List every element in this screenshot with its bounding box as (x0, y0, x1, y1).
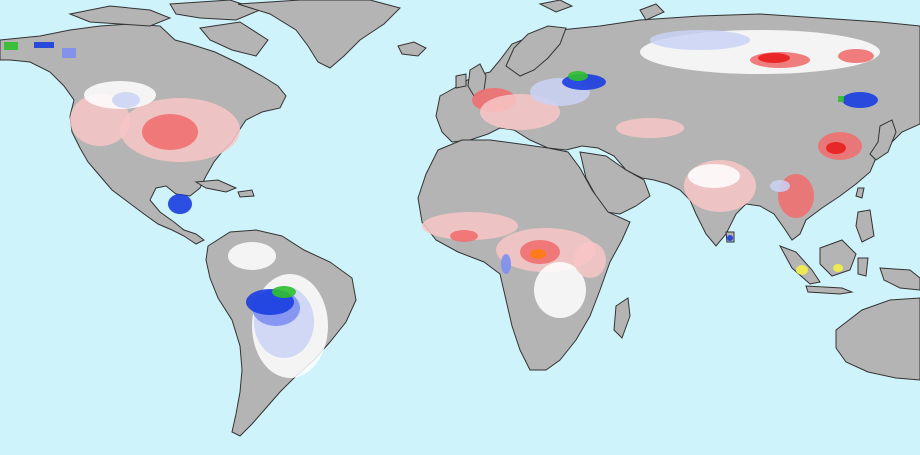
landmass-philippines (855, 209, 875, 243)
anomaly-patch-green (568, 71, 588, 81)
landmass-svalbard (538, 0, 574, 13)
landmass-novaya-zemlya (639, 3, 665, 21)
landmass-arctic-archipelago (169, 0, 262, 21)
landmass-arabia (579, 151, 651, 215)
anomaly-patch-yellow (796, 265, 808, 275)
landmass-sumatra (778, 245, 821, 285)
landmass-ireland (455, 73, 467, 89)
anomaly-patch-blue-light (770, 180, 790, 192)
anomaly-patch-blue-mid (62, 48, 76, 58)
anomaly-patch-white (228, 242, 276, 270)
anomaly-patch-yellow (833, 264, 843, 272)
anomaly-patch-white (534, 262, 586, 318)
anomaly-patch-blue-light (112, 92, 140, 108)
landmass-hispaniola (237, 189, 255, 198)
anomaly-patch-red-strong (758, 53, 790, 63)
landmass-cuba (194, 179, 238, 193)
anomaly-patch-red-strong (826, 142, 846, 154)
anomaly-patch-green (272, 286, 296, 298)
anomaly-patch-white (688, 164, 740, 188)
anomaly-patch-orange (530, 249, 546, 259)
anomaly-patch-blue-mid (501, 254, 511, 274)
anomaly-patch-red-mid (142, 114, 198, 150)
landmass-scandinavia (505, 25, 567, 77)
landmass-borneo (819, 239, 857, 277)
landmass-java (805, 285, 854, 295)
anomaly-patch-blue-light (650, 30, 750, 50)
anomaly-patch-green (838, 96, 844, 102)
anomaly-patch-blue-strong (168, 194, 192, 214)
anomaly-patch-red-light (616, 118, 684, 138)
landmass-greenland (237, 0, 401, 69)
anomaly-patch-green (4, 42, 18, 50)
landmass-madagascar (613, 297, 631, 339)
landmass-sulawesi (857, 257, 869, 277)
landmass-japan (869, 119, 897, 161)
landmass-iceland (397, 41, 427, 57)
anomaly-patch-blue-strong (34, 42, 54, 48)
anomaly-patch-red-mid (450, 230, 478, 242)
anomaly-patch-blue-strong (842, 92, 878, 108)
anomaly-patch-red-mid (838, 49, 874, 63)
landmass-new-guinea (879, 267, 920, 291)
landmass-australia (835, 297, 920, 381)
anomaly-overlay (4, 30, 880, 378)
anomaly-patch-red-light (574, 242, 606, 278)
anomaly-patch-red-light (480, 94, 560, 130)
landmass-canadian-arctic (68, 5, 172, 27)
landmass-baffin (199, 21, 269, 57)
anomaly-patch-blue-strong (727, 235, 733, 241)
landmass-taiwan (855, 187, 865, 199)
anomaly-patch-red-light (422, 212, 518, 240)
